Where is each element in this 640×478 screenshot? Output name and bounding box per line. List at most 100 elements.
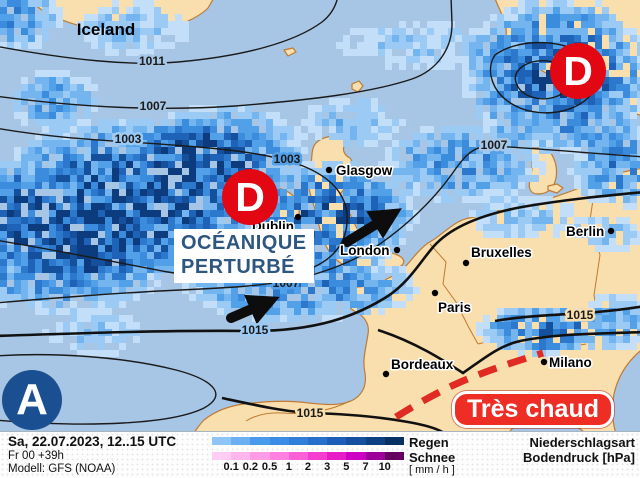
precip-cell xyxy=(399,161,406,168)
precip-cell xyxy=(476,70,483,77)
precip-cell xyxy=(581,175,588,182)
precip-cell xyxy=(14,210,21,217)
precip-cell xyxy=(7,0,14,7)
precip-cell xyxy=(105,7,112,14)
precip-cell xyxy=(203,140,210,147)
precip-cell xyxy=(588,154,595,161)
precip-cell xyxy=(343,168,350,175)
precip-cell xyxy=(35,84,42,91)
precip-cell xyxy=(546,196,553,203)
isobar-label: 1015 xyxy=(567,308,594,322)
precip-cell xyxy=(119,294,126,301)
precip-cell xyxy=(483,28,490,35)
precip-cell xyxy=(28,252,35,259)
precip-cell xyxy=(504,329,511,336)
precip-cell xyxy=(91,98,98,105)
precip-cell xyxy=(434,196,441,203)
precip-cell xyxy=(455,147,462,154)
precip-cell xyxy=(609,196,616,203)
precip-cell xyxy=(574,147,581,154)
precip-cell xyxy=(525,49,532,56)
precip-cell xyxy=(287,140,294,147)
precip-cell xyxy=(245,294,252,301)
precip-cell xyxy=(21,147,28,154)
city-label-bruxelles: Bruxelles xyxy=(471,245,532,260)
precip-cell xyxy=(280,308,287,315)
precip-cell xyxy=(357,224,364,231)
precip-cell xyxy=(63,266,70,273)
precip-cell xyxy=(350,28,357,35)
precip-cell xyxy=(105,294,112,301)
precip-cell xyxy=(91,231,98,238)
precip-cell xyxy=(623,245,630,252)
precip-cell xyxy=(532,126,539,133)
precip-cell xyxy=(336,161,343,168)
precip-cell xyxy=(7,231,14,238)
precip-cell xyxy=(427,168,434,175)
precip-cell xyxy=(539,161,546,168)
annotation-tres-chaud: Très chaud xyxy=(452,391,614,428)
precip-cell xyxy=(511,224,518,231)
precip-cell xyxy=(406,56,413,63)
precip-cell xyxy=(350,105,357,112)
precip-cell xyxy=(112,294,119,301)
precip-cell xyxy=(147,238,154,245)
precip-cell xyxy=(140,217,147,224)
precip-cell xyxy=(469,28,476,35)
precip-cell xyxy=(0,259,7,266)
precip-cell xyxy=(588,336,595,343)
precip-cell xyxy=(77,161,84,168)
precip-cell xyxy=(616,35,623,42)
precip-cell xyxy=(98,203,105,210)
precip-cell xyxy=(560,322,567,329)
precip-cell xyxy=(56,273,63,280)
precip-cell xyxy=(35,112,42,119)
precip-cell xyxy=(637,35,640,42)
precip-cell xyxy=(588,140,595,147)
precip-cell xyxy=(476,210,483,217)
precip-cell xyxy=(462,70,469,77)
precip-cell xyxy=(56,203,63,210)
precip-cell xyxy=(413,154,420,161)
precip-cell xyxy=(497,224,504,231)
precip-cell xyxy=(630,231,637,238)
precip-cell xyxy=(490,70,497,77)
precip-cell xyxy=(504,336,511,343)
precip-cell xyxy=(511,336,518,343)
precip-cell xyxy=(84,280,91,287)
precip-cell xyxy=(532,119,539,126)
precip-cell xyxy=(63,154,70,161)
precip-cell xyxy=(280,224,287,231)
precip-cell xyxy=(511,105,518,112)
low-pressure-marker: D xyxy=(550,43,606,99)
precip-cell xyxy=(595,35,602,42)
precip-cell xyxy=(637,315,640,322)
precip-cell xyxy=(567,224,574,231)
precip-cell xyxy=(161,147,168,154)
precip-cell xyxy=(588,168,595,175)
precip-cell xyxy=(231,224,238,231)
precip-cell xyxy=(70,245,77,252)
precip-cell xyxy=(49,119,56,126)
precip-cell xyxy=(602,126,609,133)
precip-cell xyxy=(217,161,224,168)
rain-scale-segment xyxy=(346,437,366,445)
precip-cell xyxy=(105,301,112,308)
precip-cell xyxy=(532,350,539,357)
precip-cell xyxy=(28,245,35,252)
precip-cell xyxy=(343,49,350,56)
precip-cell xyxy=(588,315,595,322)
precip-cell xyxy=(196,217,203,224)
precip-cell xyxy=(35,175,42,182)
precip-cell xyxy=(315,133,322,140)
precip-cell xyxy=(238,154,245,161)
snow-scale-segment xyxy=(288,452,309,460)
precip-cell xyxy=(518,182,525,189)
precip-cell xyxy=(518,196,525,203)
precip-cell xyxy=(539,322,546,329)
precip-cell xyxy=(245,105,252,112)
precip-cell xyxy=(147,203,154,210)
precip-cell xyxy=(637,49,640,56)
precip-cell xyxy=(105,168,112,175)
precip-cell xyxy=(469,126,476,133)
